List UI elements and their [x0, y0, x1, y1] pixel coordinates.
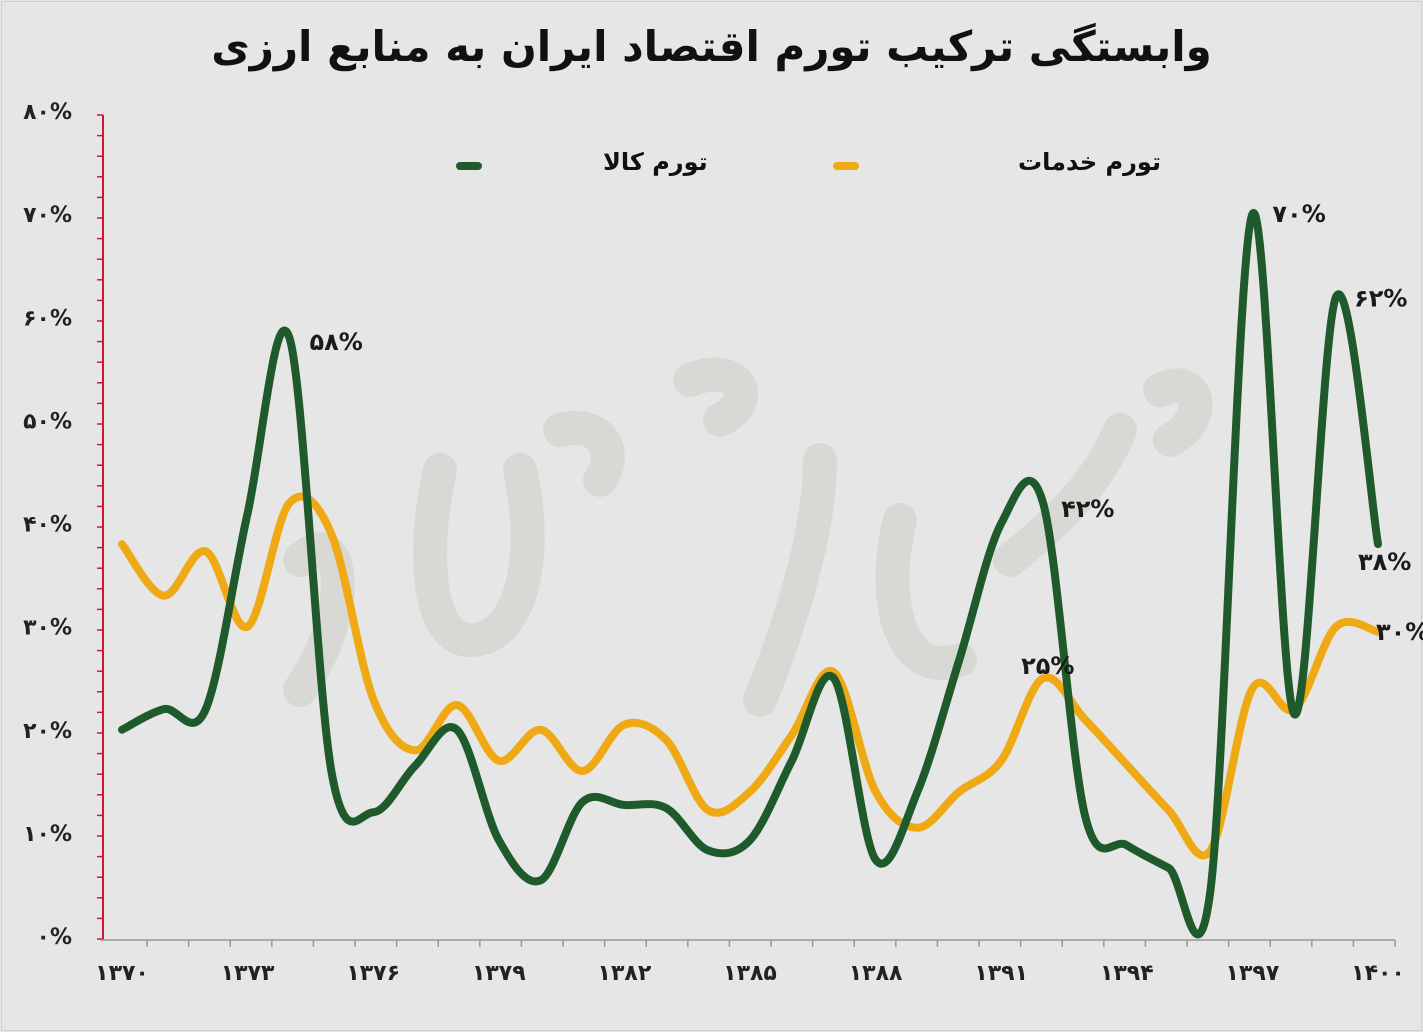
data-label: ۳۰% [1376, 618, 1423, 646]
chart-title: وابستگی ترکیب تورم اقتصاد ایران به منابع… [211, 22, 1212, 71]
data-label: ۴۲% [1061, 495, 1114, 523]
data-label: ۳۸% [1358, 548, 1411, 576]
y-tick-label: ۱۰% [23, 822, 72, 847]
data-label: ۲۵% [1021, 652, 1074, 680]
series-line-goods-inflation [118, 209, 1382, 939]
data-label: ۶۲% [1354, 285, 1407, 313]
x-tick-label: ۱۳۷۳ [221, 961, 275, 986]
x-tick-label: ۱۳۷۰ [95, 961, 149, 986]
x-tick-label: ۱۳۸۵ [723, 961, 777, 986]
y-tick-label: ۶۰% [23, 306, 72, 331]
x-tick-label: ۱۳۹۷ [1226, 961, 1280, 986]
x-tick-label: ۱۳۷۶ [346, 961, 400, 986]
legend-label: تورم کالا [603, 148, 708, 176]
x-tick-label: ۱۳۸۲ [598, 961, 652, 986]
y-tick-label: ۸۰% [23, 100, 72, 125]
data-label: ۷۰% [1272, 200, 1325, 228]
data-label: ۵۸% [309, 328, 362, 356]
legend-label: تورم خدمات [1018, 148, 1161, 176]
y-tick-label: ۴۰% [23, 513, 72, 538]
y-tick-label: ۲۰% [23, 719, 72, 744]
y-tick-label: ۷۰% [23, 203, 72, 228]
y-tick-label: ۰% [37, 925, 72, 950]
x-tick-label: ۱۳۷۹ [472, 961, 526, 986]
x-tick-label: ۱۴۰۰ [1351, 961, 1405, 986]
x-tick-label: ۱۳۹۱ [974, 961, 1028, 986]
x-tick-label: ۱۳۸۸ [849, 961, 903, 986]
y-tick-label: ۵۰% [23, 409, 72, 434]
y-tick-label: ۳۰% [23, 616, 72, 641]
x-tick-label: ۱۳۹۴ [1100, 961, 1154, 986]
